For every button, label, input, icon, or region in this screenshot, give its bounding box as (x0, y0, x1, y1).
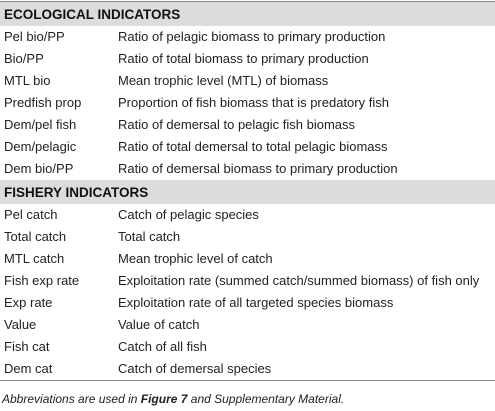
abbreviation: Pel bio/PP (4, 29, 65, 44)
abbreviation: Exp rate (4, 295, 53, 310)
table-row: Value Value of catch (0, 314, 495, 336)
description: Mean trophic level (MTL) of biomass (118, 73, 329, 88)
abbreviation: Predfish prop (4, 95, 82, 110)
description: Ratio of total biomass to primary produc… (118, 51, 369, 66)
abbreviation: Total catch (4, 229, 67, 244)
figure-reference: Figure 7 (140, 392, 188, 406)
abbreviation: Dem bio/PP (4, 161, 74, 176)
description: Ratio of demersal to pelagic fish biomas… (118, 117, 356, 132)
description: Proportion of fish biomass that is preda… (118, 95, 389, 110)
abbreviation: Fish cat (4, 339, 50, 354)
section-header: ECOLOGICAL INDICATORS (0, 2, 495, 26)
table-row: Dem bio/PP Ratio of demersal biomass to p… (0, 158, 495, 180)
abbreviation: Value (4, 317, 37, 332)
abbreviation: Dem/pel fish (4, 117, 77, 132)
abbreviation: Pel catch (4, 207, 58, 222)
description: Exploitation rate of all targeted specie… (118, 295, 394, 310)
section-header: FISHERY INDICATORS (0, 180, 495, 204)
footnote: Abbreviations are used in Figure 7 and S… (2, 392, 344, 406)
table-row: MTL bio Mean trophic level (MTL) of bioma… (0, 70, 495, 92)
description: Catch of all fish (118, 339, 207, 354)
description: Ratio of pelagic biomass to primary prod… (118, 29, 386, 44)
table-row: Pel catch Catch of pelagic species (0, 204, 495, 226)
indicator-table: ECOLOGICAL INDICATORS Pel bio/PP Ratio of … (0, 1, 495, 381)
description: Catch of pelagic species (118, 207, 259, 222)
table-row: Exp rate Exploitation rate of all targete… (0, 292, 495, 314)
table-row: Total catch Total catch (0, 226, 495, 248)
description: Catch of demersal species (118, 361, 272, 376)
table-row: Bio/PP Ratio of total biomass to primary … (0, 48, 495, 70)
table-row: Dem/pel fish Ratio of demersal to pelagic… (0, 114, 495, 136)
description: Ratio of total demersal to total pelagic… (118, 139, 388, 154)
description: Ratio of demersal biomass to primary pro… (118, 161, 398, 176)
abbreviation: MTL catch (4, 251, 65, 266)
description: Total catch (118, 229, 181, 244)
footnote-text: and Supplementary Material. (187, 392, 345, 406)
abbreviation: Dem/pelagic (4, 139, 77, 154)
abbreviation: MTL bio (4, 73, 51, 88)
abbreviation: Fish exp rate (4, 273, 80, 288)
description: Exploitation rate (summed catch/summed b… (118, 273, 480, 288)
table-row: Pel bio/PP Ratio of pelagic biomass to pr… (0, 26, 495, 48)
description: Mean trophic level of catch (118, 251, 273, 266)
abbreviation: Dem cat (4, 361, 53, 376)
table-row: Dem/pelagic Ratio of total demersal to to… (0, 136, 495, 158)
table-row: MTL catch Mean trophic level of catch (0, 248, 495, 270)
table-row: Dem cat Catch of demersal species (0, 358, 495, 380)
table-row: Predfish prop Proportion of fish biomass … (0, 92, 495, 114)
description: Value of catch (118, 317, 200, 332)
abbreviation: Bio/PP (4, 51, 44, 66)
table-row: Fish exp rate Exploitation rate (summed c… (0, 270, 495, 292)
footnote-text: Abbreviations are used in (2, 392, 141, 406)
table-row: Fish cat Catch of all fish (0, 336, 495, 358)
